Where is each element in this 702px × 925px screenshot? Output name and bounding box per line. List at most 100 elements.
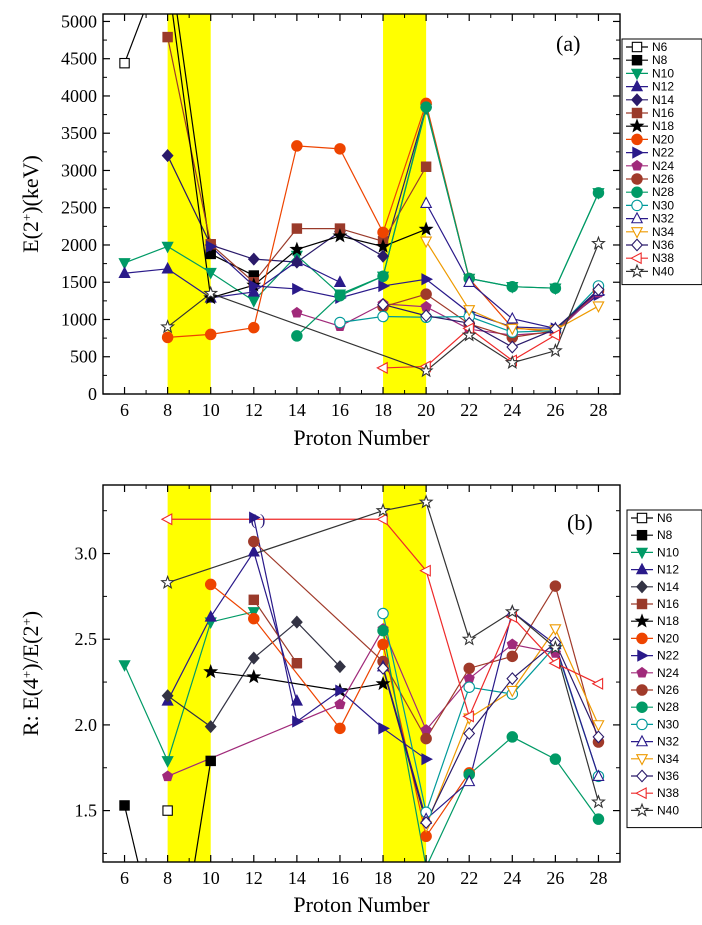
legend-marker-n20 [631,133,643,146]
y-tick-label: 3000 [61,160,97,180]
series-line-n6 [123,14,144,64]
legend-marker-n6 [631,41,643,53]
data-point-n36 [377,298,389,312]
legend-label-n10: N10 [657,545,679,559]
plot-area [118,494,606,862]
data-point-n18 [332,228,348,243]
series-line-n28 [382,630,599,862]
data-point-n36 [420,309,433,323]
legend-marker-n28 [636,701,648,713]
data-point-n14 [290,255,303,269]
data-point-n20 [248,612,260,625]
x-tick-label: 26 [546,400,564,420]
data-point-n32 [420,196,433,208]
legend-label-n16: N16 [657,597,679,611]
legend-marker-n22 [637,649,649,662]
data-point-n10 [204,267,217,280]
legend-label-n22: N22 [657,649,679,663]
data-point-n40 [160,574,176,590]
data-point-n14 [247,651,260,665]
legend-marker-n32 [635,734,649,747]
data-point-n14 [161,149,174,163]
data-point-n26 [463,662,475,675]
y-tick-label: 2.5 [75,629,98,649]
y-tick-label: 4500 [61,49,97,69]
data-point-n38 [548,329,561,342]
legend-label-n38: N38 [652,251,674,265]
legend-label-n18: N18 [657,614,679,628]
data-point-n10 [161,241,174,254]
x-tick-label: 12 [245,400,263,420]
legend-marker-n28 [631,186,643,198]
data-point-n18 [375,675,391,691]
series-line-n36 [382,289,599,348]
data-point-n38 [376,361,388,375]
data-point-n28 [377,270,389,283]
chart-panel-b: 6 8 10 12 14 16 18 20 22 24 26 28 1.5 2.0 2.5 3.0 Proton… [18,484,702,917]
data-point-n20 [248,321,260,334]
data-point-n14 [377,249,389,263]
data-point-n40 [547,342,563,358]
legend-marker-n14 [631,93,643,107]
legend-label-n14: N14 [657,580,679,594]
x-tick-label: 14 [288,400,306,420]
legend-marker-n26 [631,173,643,185]
data-point-n22 [378,279,390,293]
data-point-n16 [291,223,303,234]
data-point-n40 [591,794,606,809]
series-line-n22 [210,246,599,330]
legend-marker-n38 [630,252,642,265]
legend-label-n6: N6 [652,40,668,54]
legend-marker-n12 [630,79,644,92]
data-point-n22 [292,282,304,296]
data-point-n38 [419,564,431,577]
x-tick-label: 6 [120,400,129,420]
data-point-n34 [420,236,433,249]
x-tick-label: 16 [331,868,349,888]
data-point-n40 [461,327,477,342]
data-point-n36 [592,283,605,297]
series-line-n16 [253,599,298,664]
legend: N6 N8 N10 N12 N14 N16 N18 N20 N22 N24 N26 N28 N30 N32… [626,509,702,829]
data-point-n18 [418,221,434,236]
data-point-n16 [162,31,173,43]
data-point-n18 [203,663,219,679]
data-point-n22 [335,684,347,697]
data-point-n10 [118,258,131,270]
legend-label-n30: N30 [652,198,674,212]
data-point-n30 [377,607,389,620]
data-point-n12 [247,285,260,297]
panel-label: (a) [556,31,580,56]
legend-marker-n14 [636,580,648,594]
data-point-n8 [119,800,130,811]
data-point-n40 [160,319,176,334]
data-point-n12 [204,610,217,622]
data-point-n18 [375,238,391,253]
legend-marker-n38 [635,787,647,800]
data-point-n30 [334,316,346,329]
data-point-n38 [160,513,173,526]
data-point-n22 [292,715,304,728]
data-point-n34 [506,323,519,336]
legend-label-n20: N20 [657,631,679,645]
y-tick-label: 2000 [61,235,97,255]
legend-marker-n22 [632,146,644,159]
data-point-n34 [592,720,605,732]
data-point-n22 [378,722,390,735]
x-axis-title: Proton Number [293,892,430,917]
x-tick-label: 28 [589,400,607,420]
data-point-n20 [161,331,174,344]
y-tick-label: 1.5 [75,801,98,821]
y-tick-label: 500 [70,347,97,367]
legend-label-n28: N28 [652,185,674,199]
data-point-n26 [506,650,519,663]
data-point-n14 [290,615,303,629]
legend-label-n38: N38 [657,786,679,800]
data-point-n12 [247,544,260,557]
series-line-n32 [425,202,599,330]
data-point-n34 [506,685,519,698]
data-point-n6 [119,57,130,69]
y-axis-title: E(2+)(keV) [18,155,43,253]
legend-marker-n10 [630,68,644,81]
